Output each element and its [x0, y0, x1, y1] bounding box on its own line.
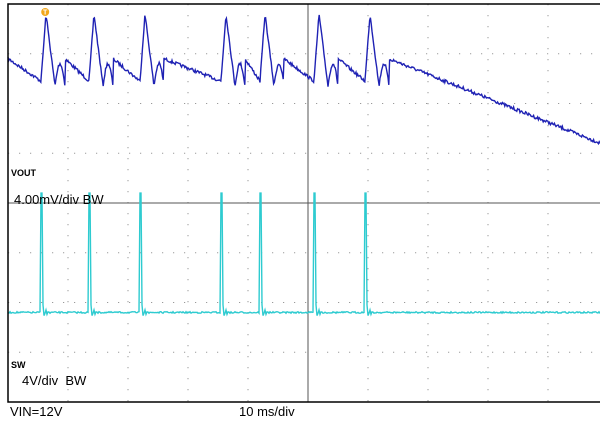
vout-scale-label: 4.00mV/div BW	[14, 192, 104, 207]
traces	[7, 14, 600, 317]
vout-label: VOUT	[11, 168, 37, 178]
timebase-label: 10 ms/div	[239, 404, 295, 419]
vout-trace	[7, 14, 600, 146]
sw-trace	[7, 192, 600, 317]
sw-label: SW	[11, 360, 26, 370]
plot-frame	[7, 3, 600, 403]
scope-grid	[8, 4, 600, 402]
trigger-marker-dot	[41, 8, 50, 16]
trigger-marker-text: T	[43, 10, 48, 17]
sw-scale-label: 4V/div BW	[22, 373, 87, 388]
vin-label: VIN=12V	[10, 404, 63, 419]
trigger-marker: T	[41, 8, 50, 17]
